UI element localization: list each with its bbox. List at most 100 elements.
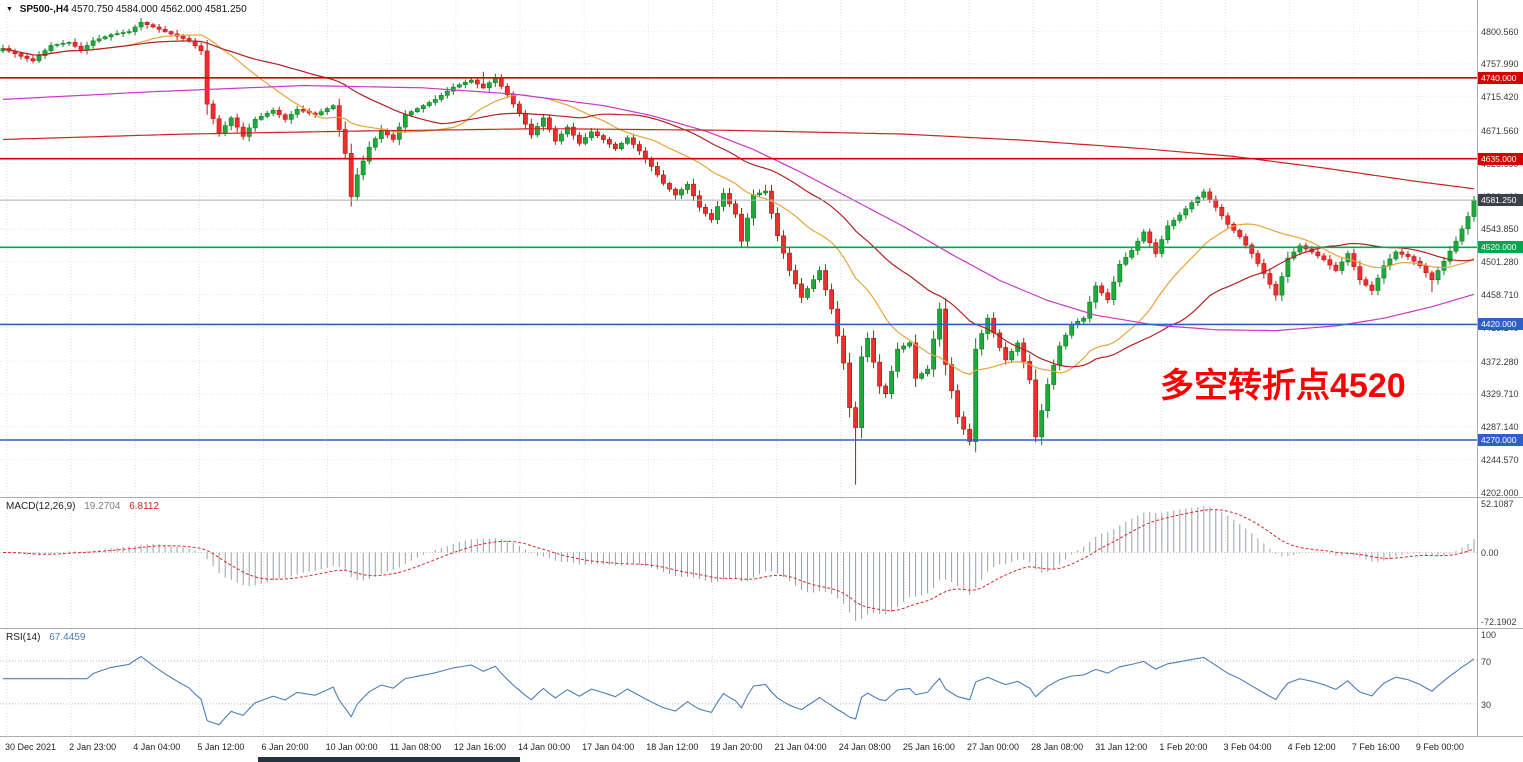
- main-chart-canvas[interactable]: [0, 0, 1477, 497]
- ma-slow-red: [2, 128, 1475, 190]
- candle-body: [24, 55, 30, 59]
- candle-body: [462, 82, 468, 86]
- candle-body: [787, 252, 792, 271]
- candle-body: [450, 86, 456, 92]
- candle-body: [102, 36, 108, 40]
- candle-body: [979, 333, 985, 350]
- candle-body: [198, 45, 204, 52]
- candle-body: [727, 193, 732, 205]
- candle-body: [841, 335, 846, 364]
- panel-separator[interactable]: [0, 628, 1523, 629]
- chart-header: ▼ SP500-,H4 4570.750 4584.000 4562.000 4…: [6, 4, 247, 15]
- text-annotation[interactable]: 多空转折点4520: [1160, 367, 1406, 405]
- candle-body: [390, 134, 396, 140]
- time-axis-label: 2 Jan 23:00: [69, 742, 117, 752]
- rsi-panel[interactable]: RSI(14) 67.4459: [0, 629, 1523, 736]
- candle-body: [1471, 199, 1477, 217]
- candle-body: [1051, 364, 1057, 385]
- candle-body: [895, 348, 900, 372]
- candle-body: [600, 135, 606, 140]
- candle-body: [96, 38, 102, 42]
- candle-body: [1333, 264, 1339, 271]
- candle-body: [1237, 230, 1243, 237]
- candle-body: [1129, 250, 1135, 258]
- candle-body: [1039, 410, 1045, 438]
- time-axis-label: 9 Feb 00:00: [1415, 742, 1464, 752]
- candle-body: [516, 103, 522, 114]
- candle-body: [168, 31, 174, 35]
- candle-body: [642, 150, 648, 159]
- candle-body: [865, 337, 870, 358]
- candle-body: [276, 109, 282, 116]
- ma-mid-magenta: [2, 84, 1475, 332]
- candle-body: [156, 26, 162, 30]
- candle-body: [264, 113, 270, 117]
- candle-body: [991, 317, 997, 334]
- candle-body: [1387, 258, 1393, 267]
- candle-body: [709, 213, 714, 220]
- candle-body: [1021, 342, 1027, 362]
- candle-body: [847, 362, 852, 408]
- candle-body: [612, 143, 618, 150]
- candle-body: [120, 32, 126, 34]
- macd-panel[interactable]: MACD(12,26,9) 19.2704 6.8112: [0, 498, 1523, 628]
- candle-body: [757, 192, 762, 196]
- candle-body: [90, 40, 96, 46]
- candle-body: [48, 45, 54, 51]
- candle-body: [1363, 279, 1369, 286]
- candle-body: [691, 183, 696, 197]
- taskbar-fragment[interactable]: [258, 757, 520, 762]
- candle-body: [648, 158, 654, 167]
- main-chart-panel[interactable]: [0, 0, 1523, 497]
- candle-body: [540, 117, 546, 127]
- candle-body: [114, 33, 120, 35]
- candle-body: [570, 126, 576, 136]
- candle-body: [1255, 253, 1261, 264]
- candle-body: [823, 270, 828, 291]
- rsi-canvas[interactable]: [0, 629, 1477, 736]
- candle-body: [630, 137, 636, 145]
- candle-body: [751, 194, 756, 219]
- panel-separator[interactable]: [0, 497, 1523, 498]
- candle-body: [679, 189, 684, 196]
- candle-body: [1069, 324, 1075, 336]
- candle-body: [480, 83, 486, 89]
- candle-body: [1201, 191, 1207, 198]
- candle-body: [793, 270, 798, 285]
- expand-arrow-icon[interactable]: ▼: [6, 6, 13, 13]
- time-axis-label: 10 Jan 00:00: [325, 742, 378, 752]
- candle-body: [1381, 265, 1387, 279]
- candle-body: [1165, 225, 1171, 241]
- candle-body: [618, 143, 624, 150]
- candle-body: [72, 42, 78, 47]
- candle-body: [1147, 231, 1153, 243]
- candle-body: [606, 139, 612, 145]
- candle-body: [973, 348, 979, 442]
- candle-body: [360, 160, 366, 176]
- time-axis-label: 12 Jan 16:00: [453, 742, 506, 752]
- panel-separator: [0, 736, 1523, 737]
- candle-body: [294, 109, 300, 115]
- candle-body: [78, 45, 84, 51]
- candle-body: [348, 153, 354, 197]
- candle-body: [997, 332, 1003, 348]
- candle-body: [270, 109, 276, 114]
- price-axis-border: [1477, 0, 1478, 737]
- macd-canvas[interactable]: [0, 498, 1477, 628]
- time-axis-label: 4 Feb 12:00: [1287, 742, 1336, 752]
- candle-body: [372, 138, 378, 148]
- time-axis[interactable]: 30 Dec 2021 2 Jan 23:00 4 Jan 04:00 5 Jan 1…: [0, 737, 1523, 757]
- candle-body: [781, 235, 786, 254]
- candle-body: [138, 21, 144, 28]
- candle-body: [859, 356, 864, 428]
- candle-body: [667, 183, 672, 190]
- candle-body: [552, 129, 558, 142]
- time-axis-label: 27 Jan 00:00: [966, 742, 1019, 752]
- time-axis-label: 11 Jan 08:00: [389, 742, 442, 752]
- candle-body: [1045, 384, 1051, 412]
- candle-body: [126, 31, 132, 33]
- candle-body: [54, 44, 60, 46]
- candle-body: [30, 58, 36, 62]
- candle-body: [739, 213, 744, 242]
- candle-body: [943, 308, 948, 365]
